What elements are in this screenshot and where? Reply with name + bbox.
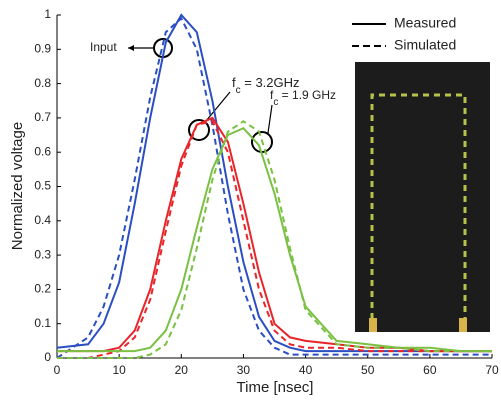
y-tick-label: 0.2 bbox=[34, 282, 51, 296]
series-line bbox=[57, 120, 492, 359]
legend-label: Measured bbox=[394, 15, 456, 31]
series-line bbox=[56, 16, 492, 359]
y-tick-label: 0.5 bbox=[34, 179, 51, 193]
y-tick-label: 0.6 bbox=[34, 144, 51, 158]
x-tick-label: 50 bbox=[361, 363, 375, 377]
inset-photo bbox=[355, 62, 490, 332]
annotation-rest: = 3.2GHz bbox=[241, 75, 300, 90]
annotation: fc = 1.9 GHz bbox=[270, 88, 336, 107]
y-tick-label: 0.3 bbox=[34, 247, 51, 261]
series-line bbox=[57, 120, 492, 359]
x-tick-label: 10 bbox=[112, 363, 126, 377]
annotation-text: f bbox=[232, 75, 236, 90]
y-tick-label: 1 bbox=[44, 7, 51, 21]
y-axis-label: Normalized voltage bbox=[9, 122, 26, 250]
y-tick-label: 0 bbox=[44, 350, 51, 364]
annotation: Input bbox=[90, 40, 117, 54]
y-tick-label: 0.8 bbox=[34, 76, 51, 90]
series-line bbox=[57, 116, 492, 353]
y-tick-label: 0.4 bbox=[34, 213, 51, 227]
annotation-text: f bbox=[270, 88, 274, 102]
legend-label: Simulated bbox=[394, 37, 456, 53]
x-tick-label: 20 bbox=[175, 363, 189, 377]
x-tick-label: 40 bbox=[299, 363, 313, 377]
annotation-sub: c bbox=[236, 85, 241, 96]
y-tick-label: 0.1 bbox=[34, 316, 51, 330]
x-tick-label: 30 bbox=[237, 363, 251, 377]
series-line bbox=[57, 126, 492, 353]
x-tick-label: 70 bbox=[485, 363, 499, 377]
x-axis-label: Time [nsec] bbox=[237, 379, 314, 396]
x-tick-label: 60 bbox=[423, 363, 437, 377]
y-tick-label: 0.7 bbox=[34, 110, 51, 124]
annotation-rest: = 1.9 GHz bbox=[278, 88, 336, 102]
annotation: fc = 3.2GHz bbox=[232, 75, 300, 95]
annotation-sub: c bbox=[273, 97, 278, 108]
x-tick-label: 0 bbox=[54, 363, 61, 377]
y-tick-label: 0.9 bbox=[34, 41, 51, 55]
